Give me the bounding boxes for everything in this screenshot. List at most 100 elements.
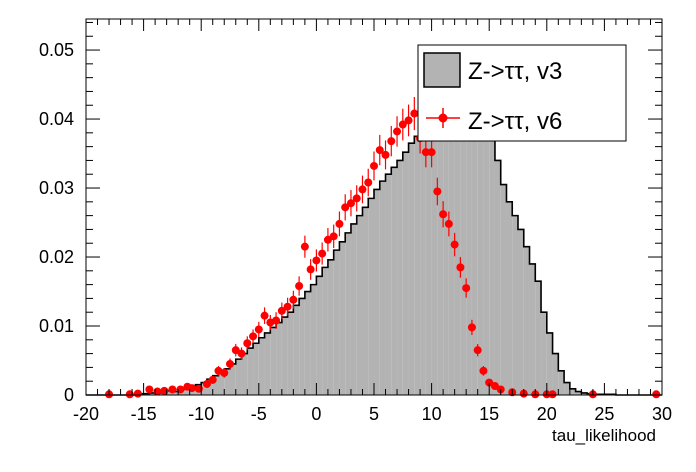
point-marker <box>450 240 459 249</box>
point-marker <box>364 178 373 187</box>
histogram-bin <box>397 160 403 395</box>
data-point <box>462 278 471 298</box>
histogram-bin <box>512 215 518 395</box>
data-point <box>473 343 482 357</box>
histogram-bin <box>471 99 478 395</box>
data-point <box>375 134 384 166</box>
point-marker <box>168 385 177 394</box>
histogram-bin <box>322 267 328 395</box>
data-point <box>306 259 315 280</box>
histogram-bin <box>356 215 363 395</box>
point-marker <box>421 148 430 157</box>
data-point <box>652 390 661 399</box>
point-marker <box>208 375 217 384</box>
data-point <box>398 108 407 141</box>
histogram-bin <box>546 332 553 395</box>
x-tick-label: 15 <box>479 404 499 424</box>
histogram-bin <box>552 353 559 395</box>
data-point <box>341 194 350 221</box>
point-marker <box>490 382 499 391</box>
data-point <box>410 96 419 131</box>
point-marker <box>398 120 407 129</box>
point-marker <box>433 187 442 196</box>
data-point <box>335 211 344 237</box>
histogram-bin <box>212 375 219 395</box>
histogram-bin <box>235 359 242 395</box>
histogram-bin <box>264 332 271 395</box>
histogram-bin <box>379 181 386 395</box>
histogram-bin <box>535 281 542 395</box>
v6-points <box>105 96 661 399</box>
y-tick-label: 0 <box>64 385 74 405</box>
histogram-bin <box>477 110 484 395</box>
data-point <box>202 379 211 388</box>
point-marker <box>295 281 304 290</box>
data-point <box>421 136 430 168</box>
data-point <box>364 168 373 197</box>
histogram-bin <box>304 291 311 395</box>
histogram-bin <box>575 391 582 395</box>
histogram-bin <box>230 363 236 395</box>
point-marker <box>341 203 350 212</box>
y-tick-label: 0.04 <box>39 109 74 129</box>
point-marker <box>479 366 488 375</box>
histogram-bin <box>529 263 536 395</box>
point-marker <box>393 127 402 136</box>
data-point <box>456 257 465 278</box>
data-point <box>208 375 217 384</box>
histogram-bin <box>564 382 570 395</box>
histogram-bin <box>506 201 513 395</box>
point-marker <box>237 349 246 358</box>
point-marker <box>145 385 154 394</box>
data-point <box>433 177 442 206</box>
histogram-bin <box>247 348 254 395</box>
x-axis-title: tau_likelihood <box>552 426 656 445</box>
point-marker <box>410 109 419 118</box>
data-point <box>387 125 396 157</box>
point-marker <box>652 390 661 399</box>
data-point <box>231 343 240 357</box>
point-marker <box>202 379 211 388</box>
legend-label-v6: Z->ττ, v6 <box>468 108 562 135</box>
y-tick-labels: 0 0.01 0.02 0.03 0.04 0.05 <box>39 40 74 405</box>
x-tick-label: 30 <box>652 404 672 424</box>
histogram-bin <box>374 189 380 395</box>
data-point <box>444 211 453 237</box>
histogram-bin <box>541 312 547 395</box>
legend-swatch-v3 <box>423 52 461 88</box>
x-tick-label: -10 <box>188 404 214 424</box>
histogram-bin <box>276 322 282 395</box>
data-point <box>168 385 177 394</box>
histogram-bin <box>494 160 501 395</box>
histogram-bin <box>166 390 173 395</box>
point-marker <box>404 116 413 125</box>
histogram-bin <box>414 136 421 395</box>
data-point <box>548 390 557 399</box>
data-point <box>329 224 338 249</box>
data-point <box>145 385 154 394</box>
y-tick-label: 0.03 <box>39 178 74 198</box>
data-point <box>427 136 436 168</box>
point-marker <box>283 302 292 311</box>
data-point <box>490 382 499 391</box>
x-tick-label: -5 <box>251 404 267 424</box>
data-point <box>226 358 234 370</box>
point-marker <box>427 148 436 157</box>
point-marker <box>485 378 494 387</box>
data-point <box>254 321 263 338</box>
histogram-bin <box>258 337 265 395</box>
point-marker <box>323 235 332 244</box>
point-marker <box>375 146 384 155</box>
histogram-bin <box>172 391 179 395</box>
data-point <box>312 249 321 272</box>
histogram-bin <box>299 298 305 395</box>
histogram-bin <box>287 312 294 395</box>
histogram-bin <box>149 392 156 395</box>
histogram-bin <box>425 123 432 395</box>
data-point <box>467 319 476 335</box>
histogram-bin <box>408 143 415 395</box>
x-tick-label: -20 <box>73 404 99 424</box>
data-point <box>295 276 304 296</box>
point-marker <box>473 346 482 355</box>
